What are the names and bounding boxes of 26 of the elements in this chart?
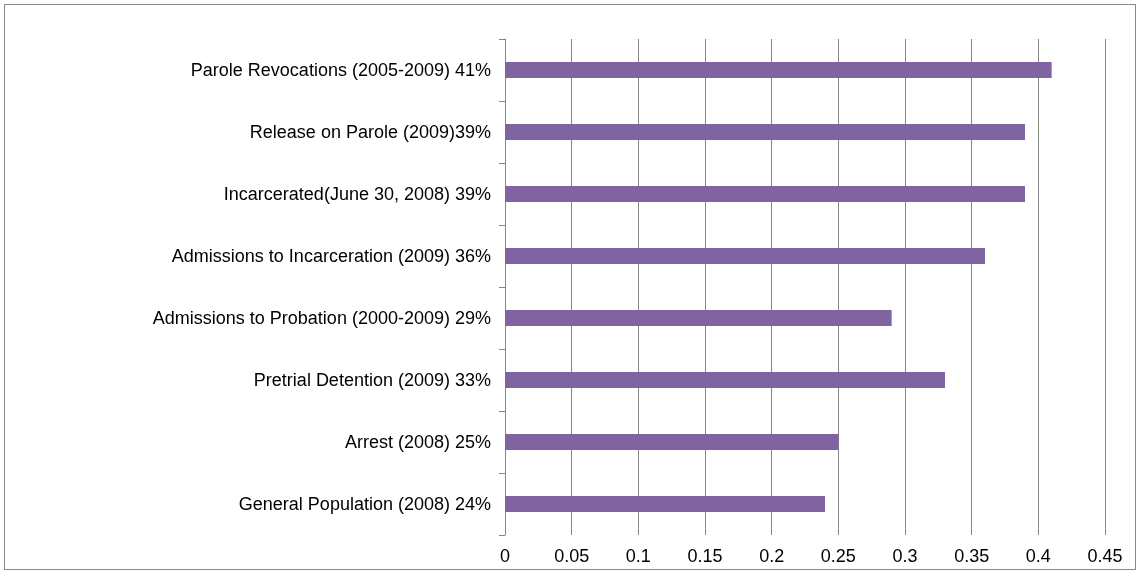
x-tick-label: 0: [499, 546, 511, 566]
bar: [505, 434, 839, 450]
bar: [505, 310, 892, 326]
y-tick-label: Admissions to Incarceration (2009) 36%: [171, 246, 491, 266]
y-tick-label: Pretrial Detention (2009) 33%: [253, 370, 491, 390]
y-tick-label: Arrest (2008) 25%: [344, 432, 491, 452]
x-tick-label: 0.35: [954, 546, 990, 566]
bar: [505, 372, 945, 388]
bar: [505, 496, 825, 512]
x-tick-label: 0.4: [1025, 546, 1051, 566]
bar: [505, 186, 1025, 202]
x-tick-label: 0.45: [1087, 546, 1123, 566]
y-tick-label: Admissions to Probation (2000-2009) 29%: [152, 308, 491, 328]
x-tick-label: 0.3: [892, 546, 918, 566]
bar: [505, 62, 1052, 78]
y-tick-label: General Population (2008) 24%: [238, 494, 491, 514]
bar: [505, 248, 985, 264]
y-tick-label: Release on Parole (2009)39%: [249, 122, 491, 142]
x-tick-label: 0.05: [554, 546, 590, 566]
x-tick-label: 0.15: [687, 546, 723, 566]
y-tick-label: Parole Revocations (2005-2009) 41%: [190, 60, 491, 80]
x-tick-label: 0.25: [820, 546, 856, 566]
y-tick-label: Incarcerated(June 30, 2008) 39%: [223, 184, 491, 204]
x-tick-label: 0.2: [759, 546, 785, 566]
bar: [505, 124, 1025, 140]
x-tick-label: 0.1: [625, 546, 651, 566]
